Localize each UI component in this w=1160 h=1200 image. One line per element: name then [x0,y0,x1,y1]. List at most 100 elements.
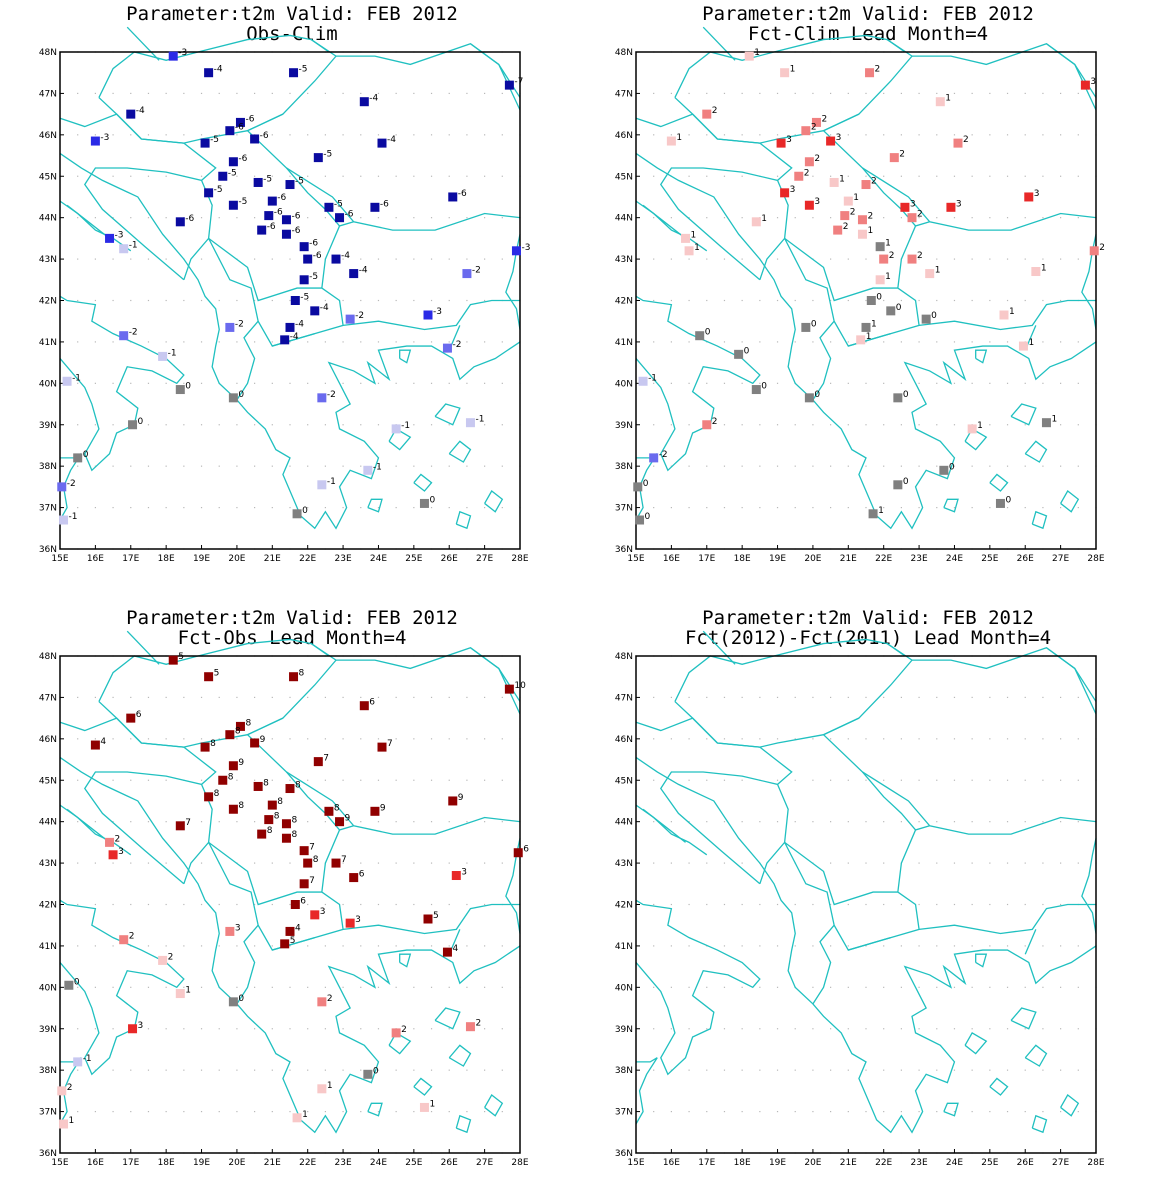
lon-tick-label: 20E [804,554,821,564]
station-marker [377,138,387,148]
lat-tick-label: 36N [615,1149,633,1159]
station-value: 8 [238,801,244,811]
station-value: 2 [963,135,969,145]
coastline [1024,440,1048,463]
country-border [1046,647,1097,715]
station-value: 2 [712,106,718,116]
station-marker [363,465,373,475]
station-value: 0 [811,319,817,329]
country-border [919,903,1096,935]
station-value: -2 [129,328,138,338]
station-value: 1 [1009,307,1015,317]
lon-tick-label: 19E [769,554,786,564]
station-value: 0 [373,1066,379,1076]
station-value: -1 [327,477,336,487]
station-value: -1 [83,1054,92,1064]
station-value: 0 [83,450,89,460]
station-value: -4 [295,319,304,329]
station-value: -4 [136,106,145,116]
map-panel-fct-fct: Parameter:t2m Valid: FEB 2012 Fct(2012)-F… [576,604,1160,1200]
lon-tick-label: 25E [405,554,422,564]
lat-tick-label: 48N [39,48,57,58]
station-marker [865,68,875,78]
station-marker [349,873,359,883]
station-value: -4 [387,135,396,145]
country-border [285,167,341,227]
station-marker [900,202,910,212]
lat-tick-label: 37N [39,504,57,514]
lat-tick-label: 40N [615,379,633,389]
coastline [975,349,988,364]
station-value: 0 [814,390,820,400]
station-value: -4 [369,94,378,104]
station-value: -5 [238,197,247,207]
station-marker [886,306,896,316]
lon-tick-label: 19E [193,554,210,564]
station-value: 1 [691,230,697,240]
station-marker [119,244,129,254]
station-marker [801,126,811,136]
station-value: 0 [761,382,767,392]
station-marker [935,97,945,107]
lon-tick-label: 17E [122,554,139,564]
station-value: 7 [323,754,329,764]
station-value: 6 [359,870,365,880]
country-border [912,646,1097,702]
station-marker [204,188,214,198]
coastline [455,1114,472,1134]
lon-tick-label: 27E [1052,554,1069,564]
station-value: 1 [790,65,796,75]
station-marker [967,424,977,434]
coastline [434,1007,461,1030]
station-marker [840,211,850,221]
lat-tick-label: 38N [615,462,633,472]
station-value: -6 [277,193,286,203]
lon-tick-label: 24E [370,554,387,564]
lon-tick-label: 25E [981,554,998,564]
station-marker [253,781,263,791]
station-marker [635,515,645,525]
country-border [336,646,521,702]
station-value: 2 [67,1083,73,1093]
station-marker [64,980,74,990]
coastline [399,349,412,364]
station-marker [868,509,878,519]
station-value: 2 [401,1025,407,1035]
lat-tick-label: 46N [615,735,633,745]
station-value: 8 [245,718,251,728]
lon-tick-label: 26E [441,554,458,564]
station-marker [57,482,67,492]
station-value: -4 [320,303,329,313]
coastline [484,490,504,513]
station-value: 2 [475,1019,481,1029]
station-marker [861,180,871,190]
lat-tick-label: 47N [39,89,57,99]
station-marker [313,153,323,163]
station-marker [889,153,899,163]
station-marker [285,784,295,794]
lat-tick-label: 48N [615,48,633,58]
map-panel-obs-clim: Parameter:t2m Valid: FEB 2012 Obs-Clim 15E… [0,0,584,596]
station-marker [448,796,458,806]
station-marker [292,509,302,519]
station-marker [391,1028,401,1038]
station-value: 1 [302,1110,308,1120]
lon-tick-label: 22E [299,554,316,564]
station-marker [359,701,369,711]
station-marker [280,335,290,345]
station-value: -2 [472,266,481,276]
station-marker [1080,80,1090,90]
lat-tick-label: 39N [615,421,633,431]
station-value: 0 [1005,495,1011,505]
lat-tick-label: 45N [39,776,57,786]
station-marker [953,138,963,148]
lat-tick-label: 46N [39,735,57,745]
station-marker [861,322,871,332]
country-border [246,717,521,835]
station-marker [349,269,359,279]
lon-tick-label: 24E [946,554,963,564]
station-marker [289,68,299,78]
station-value: -1 [129,241,138,251]
country-border [848,333,891,347]
station-marker [228,997,238,1007]
